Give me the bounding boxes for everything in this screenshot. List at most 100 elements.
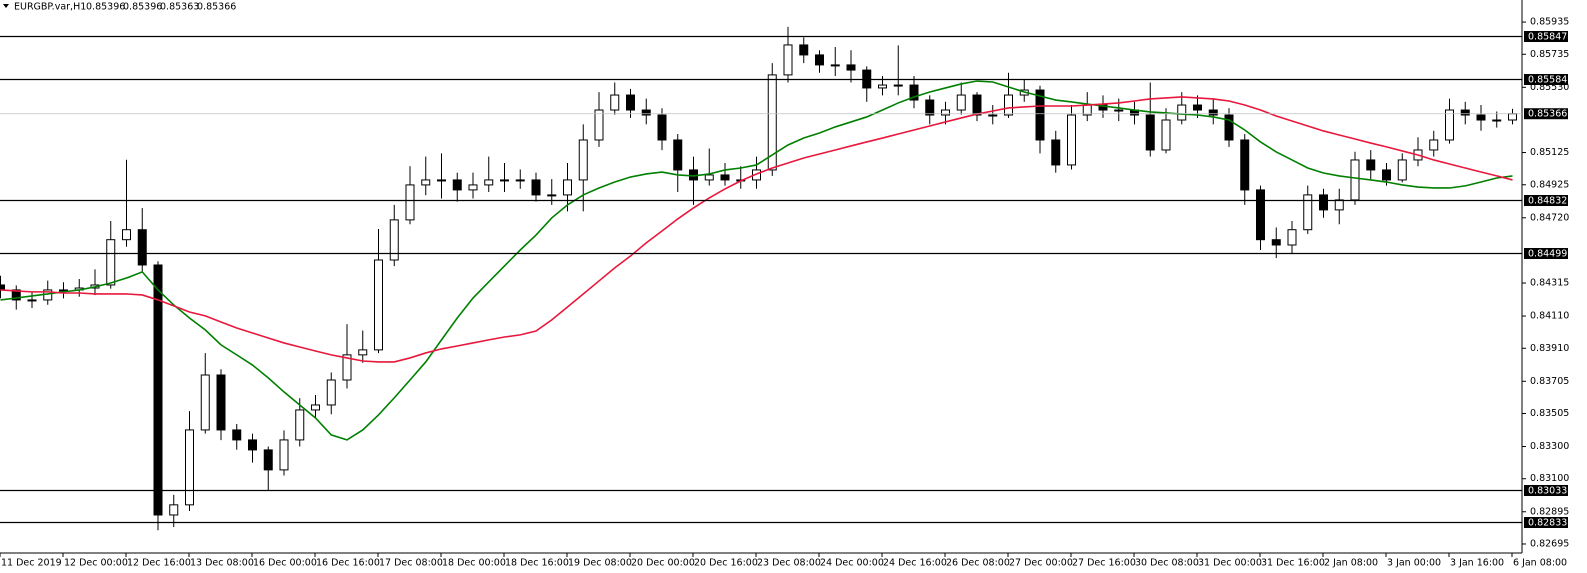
candle-body: [815, 54, 824, 66]
level-label: 0.85847: [1528, 32, 1567, 43]
candle-body: [421, 179, 431, 186]
candle-body: [610, 94, 620, 111]
x-tick-label: 30 Dec 08:00: [1135, 558, 1199, 569]
candle-body: [799, 44, 809, 56]
header-price: 0.85396: [123, 2, 162, 13]
candle-body: [1287, 229, 1297, 246]
level-label: 0.84832: [1528, 196, 1567, 207]
x-tick-label: 24 Dec 00:00: [820, 558, 884, 569]
candle-body: [1334, 199, 1344, 211]
candle-body: [767, 74, 777, 171]
candle-body: [720, 174, 730, 181]
candle-body: [1145, 114, 1155, 151]
candle-body: [122, 229, 131, 241]
candle-body: [1098, 104, 1108, 111]
level-label-bg: [1524, 517, 1568, 528]
last-price-label: 0.85366: [1528, 109, 1567, 120]
x-tick-label: 3 Jan 16:00: [1450, 558, 1504, 569]
candle-body: [468, 184, 478, 191]
x-tick-label: 24 Dec 16:00: [883, 558, 947, 569]
candle-body: [484, 179, 494, 186]
candle-body: [893, 84, 903, 87]
y-tick-label: 0.83705: [1530, 376, 1569, 387]
y-tick-label: 0.83300: [1530, 441, 1569, 452]
candle-body: [1193, 104, 1202, 111]
candle-body: [878, 84, 887, 89]
y-tick-label: 0.82695: [1530, 538, 1569, 549]
candle-body: [452, 179, 462, 191]
x-tick-label: 31 Dec 16:00: [1261, 558, 1325, 569]
candle-body: [0, 284, 5, 291]
candle-body: [106, 239, 116, 286]
candle-body: [11, 289, 21, 301]
level-label: 0.82833: [1528, 518, 1567, 529]
candle-body: [169, 504, 179, 516]
candle-body: [342, 354, 352, 381]
candle-body: [1256, 189, 1265, 241]
level-label-bg: [1524, 485, 1568, 496]
header-price: 0.85363: [160, 2, 199, 13]
candle-body: [515, 179, 525, 182]
candle-body: [1350, 159, 1360, 201]
y-tick-label: 0.84925: [1530, 179, 1569, 190]
candle-body: [657, 114, 667, 141]
candle-body: [594, 109, 604, 141]
candle-body: [1161, 119, 1171, 151]
candle-body: [295, 409, 305, 441]
y-tick-label: 0.84315: [1530, 278, 1569, 289]
candle-body: [1397, 159, 1407, 181]
candle-body: [909, 84, 919, 101]
x-tick-label: 17 Dec 08:00: [379, 558, 443, 569]
candle-body: [783, 44, 793, 76]
candle-body: [200, 374, 210, 431]
candle-body: [1035, 89, 1045, 141]
moving-average: [0, 80, 1513, 441]
x-tick-label: 11 Dec 2019: [1, 558, 62, 569]
candle-body: [830, 64, 840, 67]
candle-body: [563, 179, 572, 196]
menu-arrow[interactable]: [3, 4, 9, 8]
candle-body: [500, 179, 509, 182]
last-price-bg: [1524, 108, 1568, 120]
y-tick-label: 0.83100: [1530, 473, 1569, 484]
candles: [0, 26, 1517, 531]
candle-body: [311, 404, 320, 411]
level-label: 0.83033: [1528, 486, 1567, 497]
candle-body: [185, 429, 194, 506]
candle-body: [988, 114, 998, 117]
header-price: 0.85366: [197, 2, 236, 13]
candle-body: [578, 139, 588, 181]
candle-body: [1271, 239, 1281, 246]
candle-body: [389, 219, 399, 261]
candle-body: [27, 299, 37, 302]
candle-body: [374, 259, 383, 351]
candle-body: [1445, 109, 1454, 141]
candle-body: [153, 264, 163, 516]
candle-body: [1303, 194, 1313, 231]
y-tick-label: 0.85935: [1530, 17, 1569, 28]
candle-body: [1366, 159, 1376, 171]
candle-body: [1492, 119, 1502, 122]
x-tick-label: 12 Dec 00:00: [64, 558, 128, 569]
y-tick-label: 0.85735: [1530, 49, 1569, 60]
x-tick-label: 31 Dec 00:00: [1198, 558, 1262, 569]
y-tick-label: 0.83505: [1530, 408, 1569, 419]
candle-body: [279, 439, 289, 471]
y-tick-label: 0.82895: [1530, 506, 1569, 517]
candle-body: [1382, 169, 1391, 181]
candle-body: [846, 64, 856, 71]
x-tick-label: 6 Jan 08:00: [1513, 558, 1567, 569]
level-label-bg: [1524, 195, 1568, 206]
candle-body: [1460, 109, 1470, 116]
candle-body: [1240, 139, 1250, 191]
candle-body: [941, 109, 950, 116]
x-tick-label: 16 Dec 00:00: [253, 558, 317, 569]
candle-body: [673, 139, 683, 171]
x-tick-label: 12 Dec 16:00: [127, 558, 191, 569]
candle-body: [137, 229, 147, 266]
y-tick-label: 0.85530: [1530, 82, 1569, 93]
y-tick-label: 0.83910: [1530, 343, 1569, 354]
y-tick-label: 0.84110: [1530, 311, 1569, 322]
x-tick-label: 18 Dec 00:00: [442, 558, 506, 569]
